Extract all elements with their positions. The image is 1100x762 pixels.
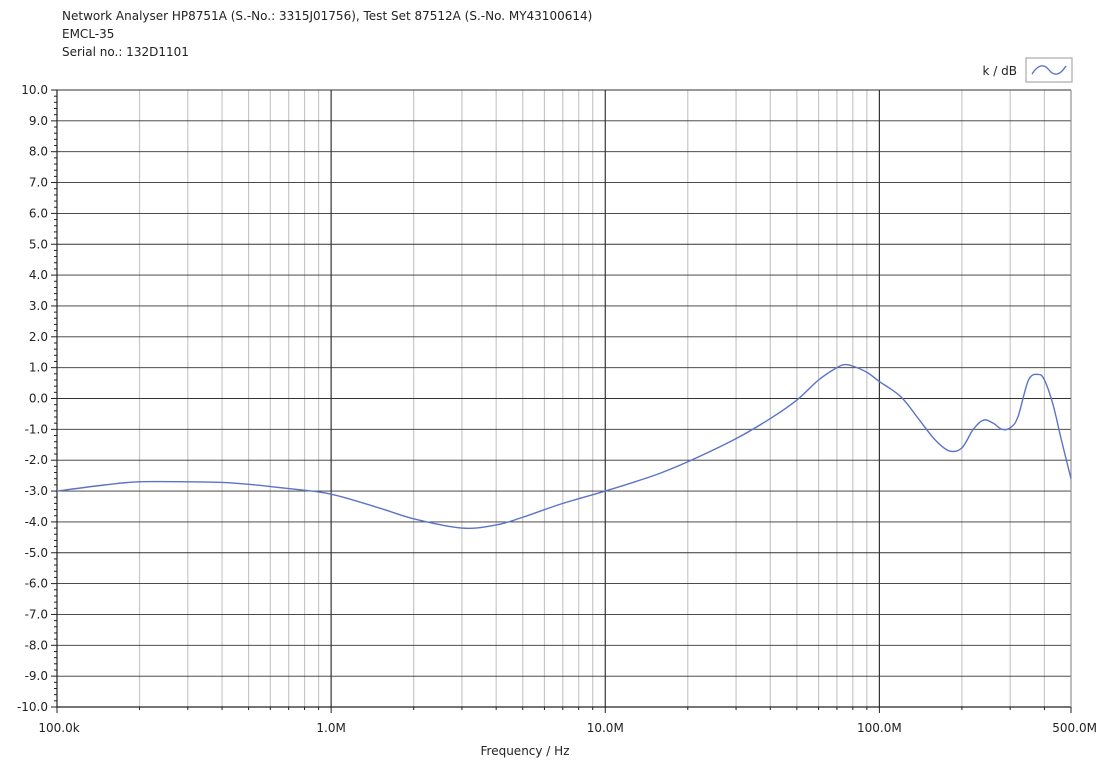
chart-header: Network Analyser HP8751A (S.-No.: 3315J0… (62, 7, 592, 61)
y-tick-label: -9.0 (25, 669, 48, 683)
y-tick-label: 8.0 (29, 145, 48, 159)
y-tick-label: 3.0 (29, 299, 48, 313)
serial-number: Serial no.: 132D1101 (62, 45, 189, 59)
y-tick-label: 6.0 (29, 206, 48, 220)
y-tick-label: -7.0 (25, 607, 48, 621)
y-tick-label: -1.0 (25, 422, 48, 436)
y-tick-label: 0.0 (29, 392, 48, 406)
axes: 10.0 9.0 8.0 7.0 6.0 5.0 4.0 3.0 2.0 1.0 0.0 -1.0 -2… (17, 83, 1097, 735)
y-tick-label: -10.0 (17, 700, 48, 714)
y-tick-label: -3.0 (25, 484, 48, 498)
series-line-k-db (56, 363, 1072, 530)
y-tick-label: 2.0 (29, 330, 48, 344)
x-tick-label: 500.0M (1052, 721, 1097, 735)
x-tick-label: 1.0M (316, 721, 345, 735)
y-tick-label: -4.0 (25, 515, 48, 529)
y-tick-label: 7.0 (29, 176, 48, 190)
legend-swatch-line (1031, 65, 1067, 75)
y-tick-label: -8.0 (25, 638, 48, 652)
legend: k / dB (983, 57, 1073, 83)
legend-label: k / dB (983, 64, 1017, 78)
y-tick-label: 9.0 (29, 114, 48, 128)
y-tick-label: 1.0 (29, 361, 48, 375)
y-tick-label: -5.0 (25, 546, 48, 560)
device-name: EMCL-35 (62, 27, 115, 41)
x-tick-label: 100.0M (857, 721, 902, 735)
x-tick-label: 10.0M (587, 721, 624, 735)
x-tick-label: 100.0k (38, 721, 79, 735)
series-layer (56, 363, 1072, 530)
y-tick-label: 10.0 (21, 83, 48, 97)
y-tick-label: 4.0 (29, 268, 48, 282)
instrument-line: Network Analyser HP8751A (S.-No.: 3315J0… (62, 9, 593, 23)
x-axis-title: Frequency / Hz (481, 744, 570, 758)
y-tick-label: 5.0 (29, 237, 48, 251)
y-tick-label: -2.0 (25, 453, 48, 467)
grid (57, 89, 1072, 708)
y-tick-label: -6.0 (25, 577, 48, 591)
